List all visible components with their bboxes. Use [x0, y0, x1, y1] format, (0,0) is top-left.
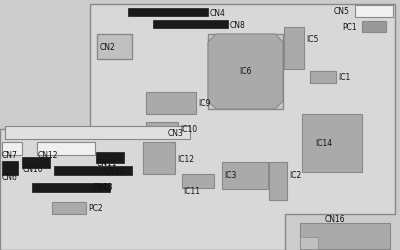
Text: IC14: IC14 [315, 139, 332, 148]
Text: CN16: CN16 [325, 215, 346, 224]
Text: CN6: CN6 [2, 172, 18, 181]
Text: IC3: IC3 [224, 171, 236, 180]
Text: CN12: CN12 [38, 151, 58, 160]
Text: CN5: CN5 [333, 8, 349, 16]
Bar [208, 35, 283, 110]
Bar [222, 162, 268, 189]
Text: IC11: IC11 [183, 187, 200, 196]
Text: CN3: CN3 [168, 128, 184, 137]
Bar [362, 22, 386, 33]
Text: CN11: CN11 [97, 159, 118, 168]
Bar [300, 223, 390, 249]
Text: IC9: IC9 [198, 99, 210, 108]
Text: CN14: CN14 [105, 166, 126, 175]
Bar [22, 157, 50, 168]
Bar [143, 142, 175, 174]
Text: PC2: PC2 [88, 204, 103, 213]
Polygon shape [0, 5, 395, 250]
Bar [32, 183, 110, 192]
Bar [300, 237, 318, 249]
Bar [153, 21, 228, 29]
Text: CN10: CN10 [23, 164, 44, 173]
Polygon shape [208, 35, 283, 110]
Bar [302, 114, 362, 172]
Text: CN8: CN8 [230, 20, 246, 30]
Text: PC1: PC1 [342, 22, 357, 31]
Bar [182, 174, 214, 188]
Bar [2, 161, 18, 175]
Text: CN4: CN4 [210, 8, 226, 18]
Text: CN7: CN7 [2, 151, 18, 160]
Bar [284, 28, 304, 70]
Bar [37, 142, 95, 156]
Bar [2, 142, 22, 156]
Text: IC1: IC1 [338, 73, 350, 82]
Bar [52, 202, 86, 214]
Bar [5, 126, 190, 140]
Bar [146, 122, 178, 136]
Text: IC2: IC2 [289, 170, 301, 179]
Bar [96, 152, 124, 163]
Bar [269, 162, 287, 200]
Text: IC12: IC12 [177, 154, 194, 163]
Text: CN13: CN13 [93, 183, 114, 192]
Bar [146, 93, 196, 114]
Bar [355, 6, 393, 18]
Bar [310, 72, 336, 84]
Text: IC5: IC5 [306, 35, 318, 44]
Bar [128, 9, 208, 17]
Bar [54, 166, 132, 175]
Text: IC6: IC6 [239, 67, 251, 76]
Text: CN2: CN2 [100, 43, 116, 52]
Text: IC10: IC10 [180, 124, 197, 133]
Bar [97, 35, 132, 60]
